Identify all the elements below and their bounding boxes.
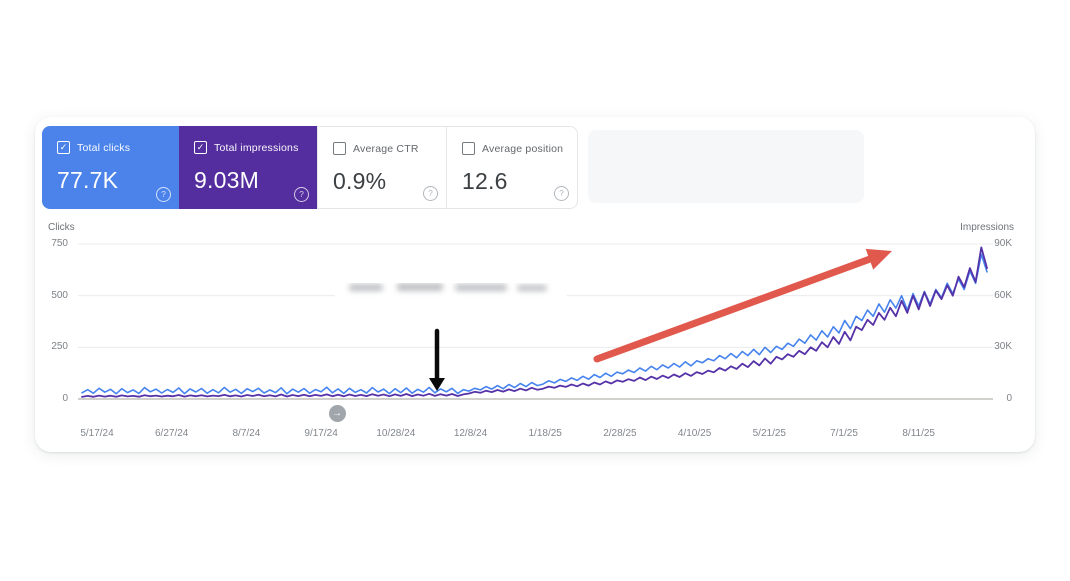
right-tick-label: 0 <box>1006 393 1012 404</box>
right-tick-label: 90K <box>994 238 1012 249</box>
checkbox-unchecked-icon[interactable] <box>333 142 346 155</box>
tile-average-position[interactable]: Average position 12.6 ? <box>446 126 578 209</box>
tile-label: Average CTR <box>353 142 419 155</box>
tile-average-ctr[interactable]: Average CTR 0.9% ? <box>317 126 447 209</box>
tile-total-clicks[interactable]: Total clicks 77.7K ? <box>42 126 179 209</box>
left-axis-title: Clicks <box>48 222 75 233</box>
tile-total-impressions[interactable]: Total impressions 9.03M ? <box>179 126 317 209</box>
checkbox-checked-icon[interactable] <box>194 141 207 154</box>
date-label: 5/17/24 <box>80 428 114 439</box>
date-label: 1/18/25 <box>528 428 562 439</box>
date-label: 6/27/24 <box>155 428 189 439</box>
checkbox-unchecked-icon[interactable] <box>462 142 475 155</box>
date-label: 10/28/24 <box>376 428 416 439</box>
redaction-blur <box>335 283 567 331</box>
arrow-right-icon: → <box>332 407 342 419</box>
help-icon[interactable]: ? <box>423 186 438 201</box>
date-label: 7/1/25 <box>830 428 858 439</box>
total-impressions-value: 9.03M <box>194 167 259 193</box>
help-icon[interactable]: ? <box>554 186 569 201</box>
metric-tiles: Total clicks 77.7K ? Total impressions 9… <box>42 126 578 209</box>
average-position-value: 12.6 <box>462 168 508 194</box>
help-icon[interactable]: ? <box>156 187 171 202</box>
total-clicks-value: 77.7K <box>57 167 119 193</box>
date-label: 4/10/25 <box>677 428 712 439</box>
date-label: 9/17/24 <box>304 428 338 439</box>
left-tick-label: 750 <box>51 238 68 249</box>
date-label: 5/21/25 <box>752 428 786 439</box>
chart-scroll-button[interactable]: → <box>328 404 346 422</box>
date-label: 8/7/24 <box>232 428 261 439</box>
date-label: 12/8/24 <box>453 428 488 439</box>
tile-header: Average position <box>462 142 563 155</box>
tile-label: Average position <box>482 142 564 155</box>
tile-label: Total clicks <box>77 141 131 154</box>
left-tick-label: 0 <box>62 393 68 404</box>
help-icon[interactable]: ? <box>294 187 309 202</box>
tile-header: Total impressions <box>194 141 299 154</box>
right-tick-label: 30K <box>994 341 1012 353</box>
tile-header: Total clicks <box>57 141 130 154</box>
tile-label: Total impressions <box>214 141 299 154</box>
average-ctr-value: 0.9% <box>333 168 387 194</box>
left-tick-label: 500 <box>51 289 68 301</box>
checkbox-checked-icon[interactable] <box>57 141 70 154</box>
right-axis-title: Impressions <box>960 222 1014 233</box>
tile-header: Average CTR <box>333 142 419 155</box>
date-label: 2/28/25 <box>603 428 637 439</box>
tiles-empty-area <box>588 130 864 203</box>
date-label: 8/11/25 <box>902 428 935 439</box>
right-tick-label: 60K <box>994 289 1012 301</box>
left-tick-label: 250 <box>51 341 68 353</box>
